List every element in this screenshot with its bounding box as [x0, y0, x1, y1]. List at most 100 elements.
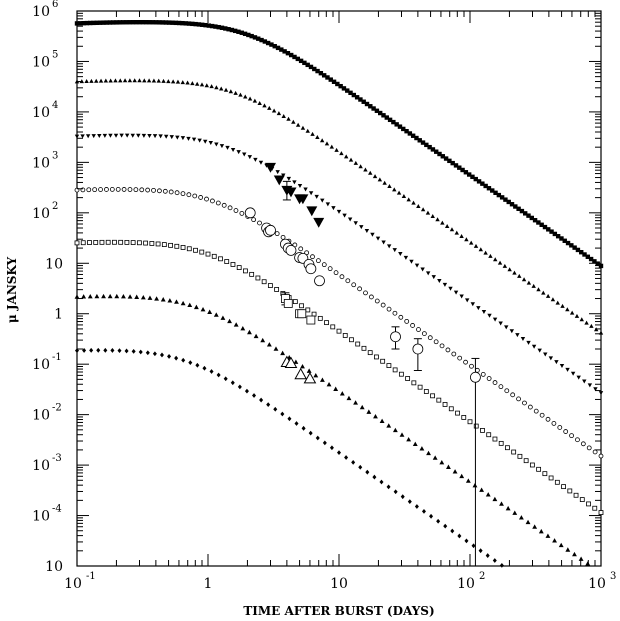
model-point [186, 21, 192, 26]
model-point [584, 320, 589, 325]
model-point [549, 229, 554, 234]
model-point [409, 259, 414, 264]
model-point [167, 298, 173, 303]
model-point [229, 27, 235, 33]
model-point [315, 258, 321, 264]
model-point [459, 233, 464, 238]
model-point [230, 147, 236, 152]
model-point [89, 347, 94, 353]
model-point [531, 283, 536, 288]
model-point [404, 128, 409, 134]
model-point [565, 367, 570, 372]
model-point [252, 35, 258, 40]
model-point [216, 24, 221, 30]
model-point [518, 515, 524, 520]
model-point [354, 95, 360, 100]
model-point [344, 455, 349, 460]
model-point [363, 290, 368, 296]
model-point [335, 81, 340, 87]
model-point [412, 441, 418, 446]
model-point [183, 21, 188, 26]
svg-text:-2: -2 [52, 403, 62, 414]
svg-text:5: 5 [52, 49, 58, 60]
model-point [465, 298, 470, 303]
model-point [398, 371, 404, 377]
model-point [579, 497, 585, 502]
model-point [219, 86, 224, 91]
model-point [374, 354, 379, 360]
model-point [546, 227, 551, 232]
model-point [336, 328, 342, 334]
model-point [174, 243, 180, 249]
model-point [490, 188, 495, 193]
model-point [107, 20, 113, 25]
model-point [115, 186, 121, 192]
y-tick-label: 10 3 [32, 150, 58, 171]
model-point [381, 113, 386, 118]
model-point [450, 160, 455, 166]
model-point [280, 350, 286, 356]
y-tick-label: 10 [45, 256, 63, 272]
data-point [283, 299, 293, 308]
model-point [358, 97, 363, 102]
model-point [137, 19, 142, 25]
model-point [405, 376, 411, 381]
svg-text:10: 10 [32, 458, 50, 474]
model-point [545, 533, 551, 538]
model-point [118, 239, 124, 245]
model-point [439, 459, 445, 465]
model-point [532, 218, 538, 223]
model-point [194, 81, 200, 86]
model-point [320, 198, 325, 203]
model-point [170, 20, 175, 25]
model-point [81, 294, 87, 299]
model-point [536, 220, 541, 225]
model-point [506, 199, 511, 205]
model-point [265, 40, 271, 46]
model-point [464, 237, 469, 242]
model-point [529, 462, 535, 468]
model-point [204, 83, 209, 88]
svg-text:10: 10 [32, 155, 50, 171]
model-point [344, 154, 349, 159]
model-point [437, 151, 442, 157]
model-point [310, 131, 315, 136]
model-point [486, 186, 492, 191]
model-point [424, 142, 429, 148]
data-point [412, 343, 424, 355]
model-point [252, 98, 258, 103]
model-point [480, 181, 485, 186]
model-point [551, 420, 557, 426]
model-point [399, 432, 405, 437]
model-point [407, 499, 412, 504]
model-point [336, 209, 342, 214]
model-point [585, 561, 591, 566]
model-point [262, 103, 267, 108]
svg-text:10: 10 [64, 576, 82, 592]
model-point [292, 299, 298, 305]
model-point [261, 279, 267, 285]
model-point [526, 340, 531, 345]
svg-text:10: 10 [45, 559, 63, 575]
model-point [321, 262, 327, 268]
model-point [285, 50, 291, 56]
model-point [257, 100, 262, 105]
model-point [219, 25, 225, 30]
model-point [498, 321, 503, 326]
model-point [509, 202, 515, 207]
model-point [505, 505, 511, 511]
model-point [473, 423, 479, 429]
model-point [191, 137, 197, 142]
model-point [398, 314, 404, 320]
model-point [463, 170, 469, 175]
model-point [131, 349, 136, 354]
model-point [339, 151, 344, 156]
model-point [375, 236, 381, 241]
model-series [74, 133, 604, 396]
model-point [150, 20, 155, 25]
model-point [204, 196, 209, 202]
model-point [420, 267, 425, 272]
model-point [315, 68, 320, 74]
model-point [342, 333, 348, 338]
model-point [505, 445, 510, 451]
